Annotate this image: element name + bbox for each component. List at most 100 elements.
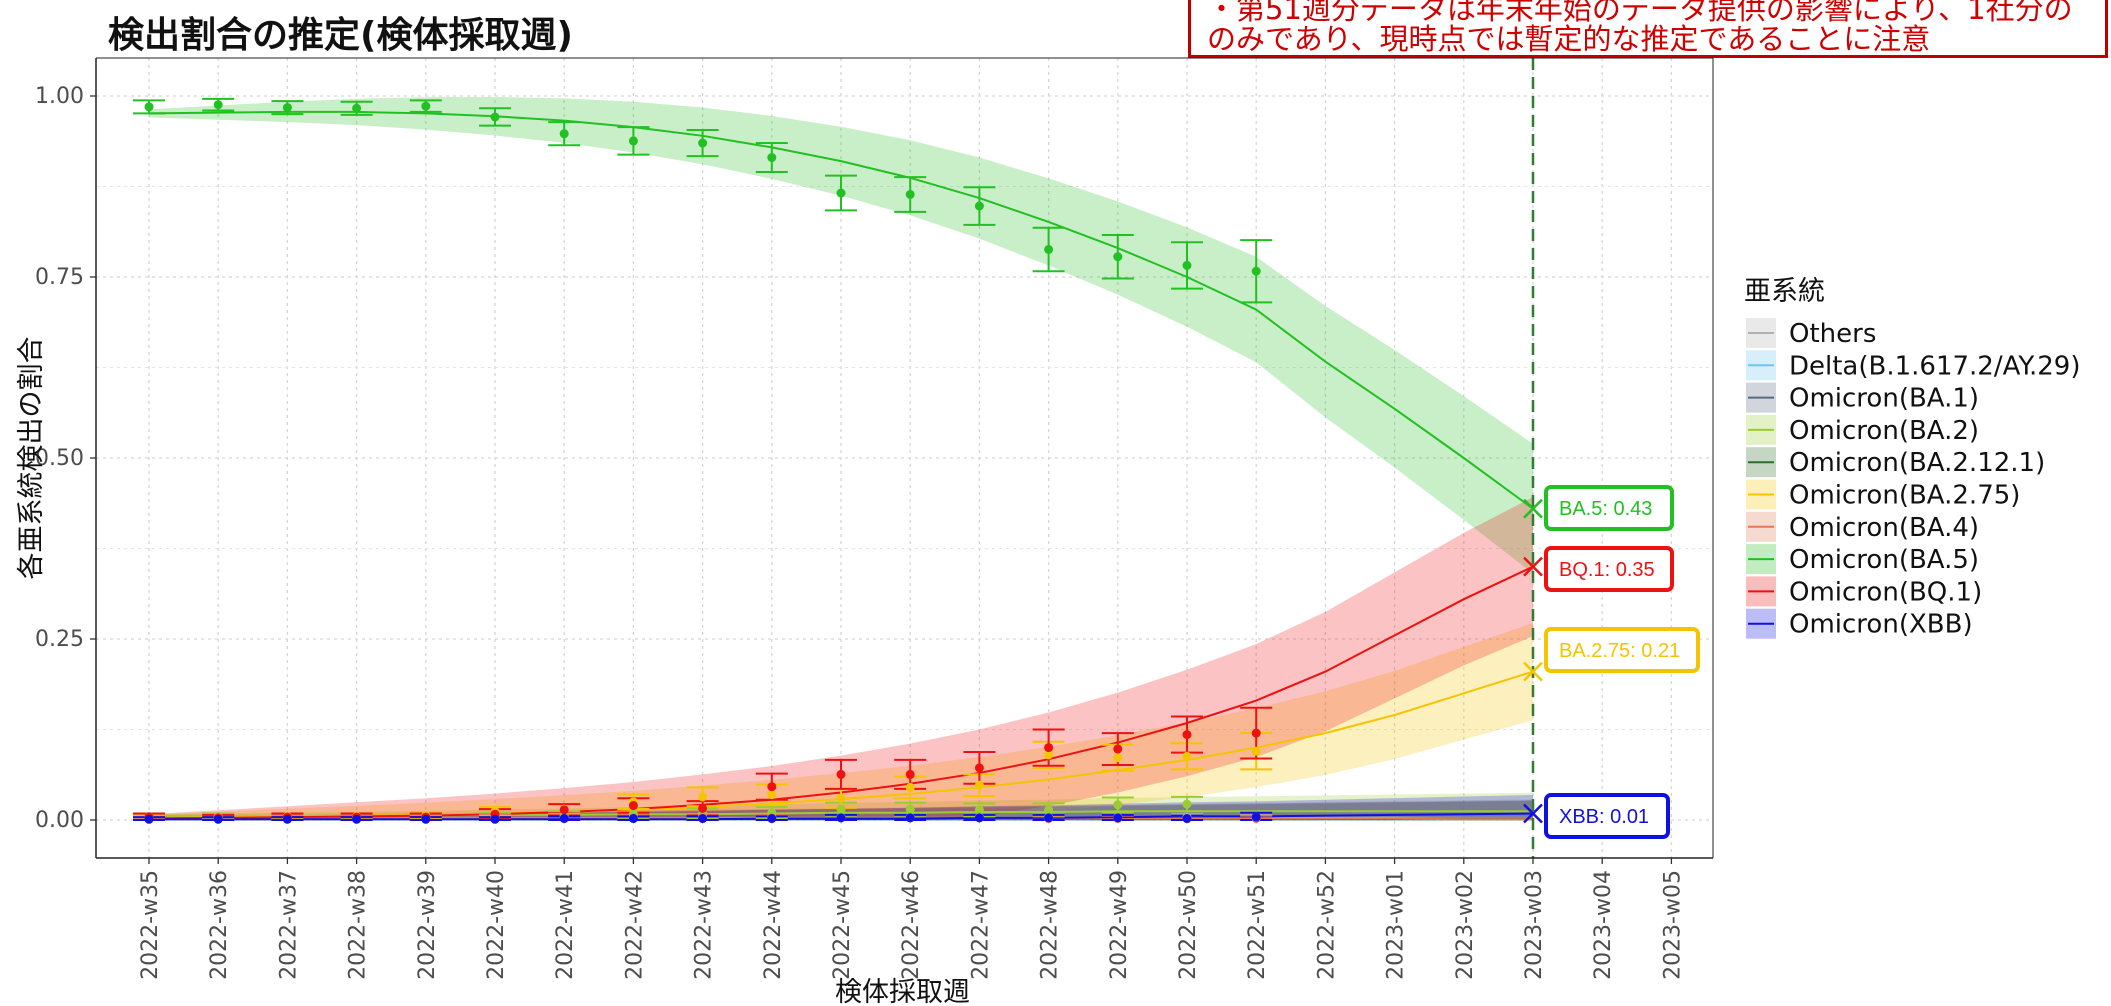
point-Omicron(BA.5) xyxy=(1044,244,1054,254)
x-tick-label: 2022-w41 xyxy=(553,870,578,980)
point-Omicron(BA.2) xyxy=(1182,799,1192,809)
x-tick-label: 2022-w37 xyxy=(276,870,301,980)
y-tick-label: 0.75 xyxy=(35,265,84,290)
legend-label: Omicron(BA.1) xyxy=(1789,384,1979,414)
point-Omicron(BA.5) xyxy=(282,103,292,113)
point-Omicron(BQ.1) xyxy=(1251,728,1261,738)
x-tick-label: 2022-w36 xyxy=(207,870,232,980)
point-Omicron(BA.2.75) xyxy=(698,792,708,802)
x-tick-label: 2023-w03 xyxy=(1522,870,1547,980)
observed-points xyxy=(144,100,1261,824)
x-tick-label: 2022-w47 xyxy=(968,870,993,980)
point-Omicron(BA.2) xyxy=(1113,800,1123,810)
callout-label: XBB: 0.01 xyxy=(1559,806,1649,828)
endpoint-x-marker xyxy=(1523,803,1543,824)
x-tick-label: 2022-w35 xyxy=(138,870,163,980)
callout-label: BQ.1: 0.35 xyxy=(1559,559,1655,581)
x-tick-label: 2023-w01 xyxy=(1384,870,1409,980)
point-Omicron(BQ.1) xyxy=(836,769,846,779)
point-Omicron(BA.2.75) xyxy=(1251,746,1261,756)
point-Omicron(BA.2) xyxy=(1044,805,1054,815)
point-Omicron(BA.2.75) xyxy=(1113,753,1123,763)
chart-title: 検出割合の推定(検体採取週) xyxy=(108,15,573,56)
axes: 0.00 0.25 0.50 0.75 1.00 2022-w35 2022-w36 2022… xyxy=(16,57,1714,1006)
point-Omicron(XBB) xyxy=(1251,812,1261,822)
legend-label: Omicron(BA.4) xyxy=(1789,513,1979,543)
x-tick-label: 2023-w02 xyxy=(1453,870,1478,980)
point-Omicron(BA.2.75) xyxy=(974,780,984,790)
legend-label: Delta(B.1.617.2/AY.29) xyxy=(1789,351,2080,381)
line-Omicron(BA.5) xyxy=(148,110,1534,510)
x-tick-label: 2022-w52 xyxy=(1314,870,1339,980)
endpoint-x-marker xyxy=(1523,556,1543,577)
point-Omicron(XBB) xyxy=(974,813,984,823)
x-tick-label: 2022-w51 xyxy=(1245,870,1270,980)
point-Omicron(BQ.1) xyxy=(767,782,777,792)
point-Omicron(XBB) xyxy=(698,814,708,824)
grid xyxy=(96,58,1713,858)
y-tick-label: 0.25 xyxy=(35,627,84,652)
x-tick-label: 2022-w38 xyxy=(346,870,371,980)
callout-box xyxy=(1544,485,1674,531)
point-Omicron(BQ.1) xyxy=(559,805,569,815)
y-axis-title: 各亜系統検出の割合 xyxy=(16,337,47,580)
point-Omicron(XBB) xyxy=(421,814,431,824)
point-Omicron(BA.5) xyxy=(698,138,708,148)
legend: 亜系統OthersDelta(B.1.617.2/AY.29)Omicron(B… xyxy=(1744,276,2080,640)
x-tick-label: 2022-w42 xyxy=(622,870,647,980)
point-Omicron(BA.2) xyxy=(836,804,846,814)
point-Omicron(XBB) xyxy=(767,814,777,824)
x-tick-label: 2022-w49 xyxy=(1107,870,1132,980)
callout-label: BA.5: 0.43 xyxy=(1559,498,1652,520)
legend-label: Omicron(BQ.1) xyxy=(1789,577,1982,607)
point-Omicron(XBB) xyxy=(559,814,569,824)
endpoint-x-marker xyxy=(1523,498,1543,519)
plot-background xyxy=(96,58,1713,858)
legend-label: Omicron(BA.2) xyxy=(1789,416,1979,446)
note-line-2: のみであり、現時点では暫定的な推定であることに注意 xyxy=(1207,22,1931,56)
point-Omicron(BA.2) xyxy=(905,804,915,814)
note-line-1: ・第51週分データは年末年始のデータ提供の影響により、1社分の xyxy=(1207,0,2073,26)
y-tick-label: 0.50 xyxy=(35,446,84,471)
point-Omicron(BA.5) xyxy=(1182,260,1192,270)
legend-label: Omicron(BA.5) xyxy=(1789,545,1979,575)
point-Omicron(BA.5) xyxy=(1251,266,1261,276)
x-axis-title: 検体採取週 xyxy=(835,977,970,1006)
value-callouts: BA.5: 0.43 BQ.1: 0.35 BA.2.75: 0.21 XBB: 0.… xyxy=(1523,485,1700,839)
point-Omicron(BQ.1) xyxy=(628,801,638,811)
x-tick-label: 2022-w40 xyxy=(484,870,509,980)
x-tick-label: 2022-w44 xyxy=(761,870,786,980)
point-Omicron(BQ.1) xyxy=(1044,743,1054,753)
x-tick-label: 2023-w05 xyxy=(1660,870,1685,980)
point-Omicron(BA.5) xyxy=(352,103,362,113)
x-tick-label: 2022-w46 xyxy=(899,870,924,980)
point-Omicron(BA.5) xyxy=(628,136,638,146)
point-Omicron(BA.2.75) xyxy=(767,790,777,800)
point-Omicron(BA.5) xyxy=(559,129,569,139)
legend-label: Others xyxy=(1789,319,1876,349)
x-tick-label: 2022-w50 xyxy=(1176,870,1201,980)
x-tick-label: 2022-w43 xyxy=(692,870,717,980)
x-tick-label: 2022-w48 xyxy=(1038,870,1063,980)
point-Omicron(BQ.1) xyxy=(1182,730,1192,740)
point-Omicron(BA.2) xyxy=(974,805,984,815)
callout-label: BA.2.75: 0.21 xyxy=(1559,640,1680,662)
point-Omicron(BA.5) xyxy=(421,101,431,111)
x-tick-label: 2022-w45 xyxy=(830,870,855,980)
point-Omicron(BA.2.75) xyxy=(836,793,846,803)
endpoint-x-marker xyxy=(1523,661,1543,682)
point-Omicron(BA.5) xyxy=(490,112,500,122)
callout-box xyxy=(1544,627,1700,673)
point-Omicron(BA.5) xyxy=(905,189,915,199)
point-Omicron(BA.5) xyxy=(836,188,846,198)
point-Omicron(BQ.1) xyxy=(905,769,915,779)
point-Omicron(XBB) xyxy=(1182,814,1192,824)
point-Omicron(XBB) xyxy=(1044,813,1054,823)
x-tick-label: 2023-w04 xyxy=(1591,870,1616,980)
point-Omicron(BQ.1) xyxy=(1113,744,1123,754)
point-Omicron(XBB) xyxy=(905,813,915,823)
point-Omicron(XBB) xyxy=(282,814,292,824)
point-Omicron(BQ.1) xyxy=(974,763,984,773)
band-Omicron(BA.2.75) xyxy=(149,622,1533,820)
